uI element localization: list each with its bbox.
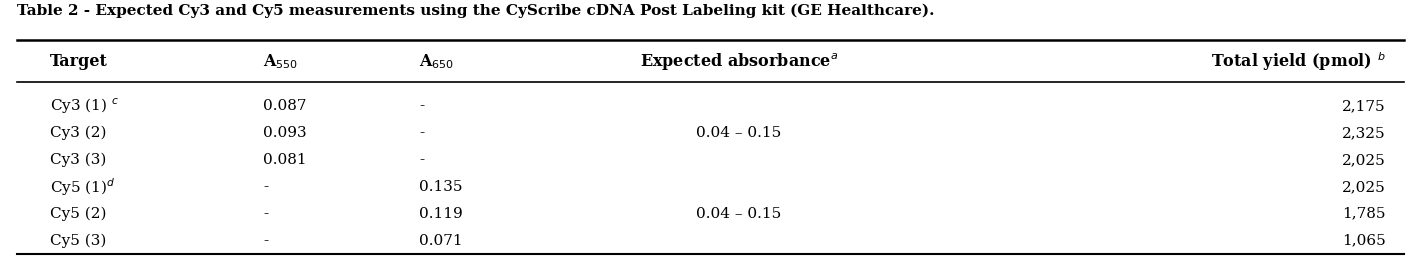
- Text: 2,325: 2,325: [1341, 126, 1385, 140]
- Text: -: -: [419, 126, 425, 140]
- Text: 0.093: 0.093: [263, 126, 307, 140]
- Text: -: -: [263, 234, 269, 248]
- Text: 0.071: 0.071: [419, 234, 463, 248]
- Text: -: -: [263, 180, 269, 194]
- Text: 0.04 – 0.15: 0.04 – 0.15: [696, 207, 782, 221]
- Text: 1,785: 1,785: [1341, 207, 1385, 221]
- Text: 2,025: 2,025: [1341, 153, 1385, 167]
- Text: 0.087: 0.087: [263, 99, 307, 113]
- Text: Cy3 (2): Cy3 (2): [50, 126, 107, 140]
- Text: 0.04 – 0.15: 0.04 – 0.15: [696, 126, 782, 140]
- Text: Cy3 (1) $^{c}$: Cy3 (1) $^{c}$: [50, 96, 119, 116]
- Text: -: -: [263, 207, 269, 221]
- Text: Total yield (pmol) $^{b}$: Total yield (pmol) $^{b}$: [1211, 50, 1385, 73]
- Text: Target: Target: [50, 53, 108, 70]
- Text: 0.135: 0.135: [419, 180, 463, 194]
- Text: Cy5 (3): Cy5 (3): [50, 233, 107, 248]
- Text: -: -: [419, 99, 425, 113]
- Text: Cy5 (1)$^{d}$: Cy5 (1)$^{d}$: [50, 176, 115, 198]
- Text: 1,065: 1,065: [1341, 234, 1385, 248]
- Text: A$_{650}$: A$_{650}$: [419, 52, 455, 71]
- Text: Cy3 (3): Cy3 (3): [50, 153, 107, 167]
- Text: 0.081: 0.081: [263, 153, 307, 167]
- Text: 0.119: 0.119: [419, 207, 463, 221]
- Text: A$_{550}$: A$_{550}$: [263, 52, 298, 71]
- Text: Table 2 - Expected Cy3 and Cy5 measurements using the CyScribe cDNA Post Labelin: Table 2 - Expected Cy3 and Cy5 measureme…: [17, 4, 935, 18]
- Text: Expected absorbance$^{a}$: Expected absorbance$^{a}$: [639, 51, 838, 72]
- Text: Cy5 (2): Cy5 (2): [50, 206, 107, 221]
- Text: 2,025: 2,025: [1341, 180, 1385, 194]
- Text: -: -: [419, 153, 425, 167]
- Text: 2,175: 2,175: [1341, 99, 1385, 113]
